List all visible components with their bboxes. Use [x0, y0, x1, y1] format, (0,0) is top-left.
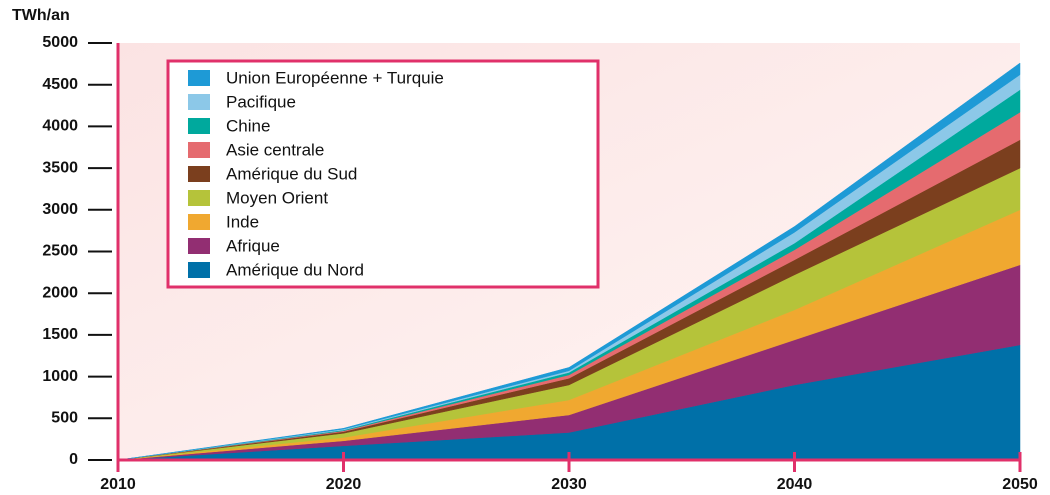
- legend-label: Union Européenne + Turquie: [226, 68, 444, 87]
- legend-label: Amérique du Nord: [226, 260, 364, 279]
- legend-swatch: [188, 118, 210, 134]
- legend-swatch: [188, 142, 210, 158]
- legend-label: Moyen Orient: [226, 188, 328, 207]
- x-tick-label: 2030: [551, 476, 587, 493]
- y-tick-label: 4000: [42, 118, 78, 135]
- legend-label: Afrique: [226, 236, 280, 255]
- legend-swatch: [188, 190, 210, 206]
- legend-swatch: [188, 262, 210, 278]
- legend-box: [166, 59, 600, 289]
- y-tick-label: 1500: [42, 326, 78, 343]
- legend-label: Amérique du Sud: [226, 164, 357, 183]
- y-tick-label: 3500: [42, 159, 78, 176]
- y-tick-label: 500: [51, 410, 78, 427]
- y-tick-label: 2000: [42, 284, 78, 301]
- y-tick-label: 1000: [42, 368, 78, 385]
- x-tick-label: 2040: [777, 476, 813, 493]
- area: [117, 62, 1021, 461]
- y-tick-label: 0: [69, 451, 78, 468]
- legend-swatch: [188, 166, 210, 182]
- legend-swatch: [188, 214, 210, 230]
- legend-swatch: [188, 94, 210, 110]
- legend-swatch: [188, 70, 210, 86]
- y-axis-label: TWh/an: [12, 7, 70, 24]
- y-tick-label: 4500: [42, 76, 78, 93]
- y-tick-label: 2500: [42, 243, 78, 260]
- x-tick-label: 2010: [100, 476, 136, 493]
- legend-label: Asie centrale: [226, 140, 324, 159]
- y-tick-label: 3000: [42, 201, 78, 218]
- x-tick-label: 2050: [1002, 476, 1038, 493]
- x-tick-label: 2020: [326, 476, 362, 493]
- legend-label: Inde: [226, 212, 259, 231]
- y-tick-label: 5000: [42, 34, 78, 51]
- legend-swatch: [188, 238, 210, 254]
- legend-label: Chine: [226, 116, 270, 135]
- legend-label: Pacifique: [226, 92, 296, 111]
